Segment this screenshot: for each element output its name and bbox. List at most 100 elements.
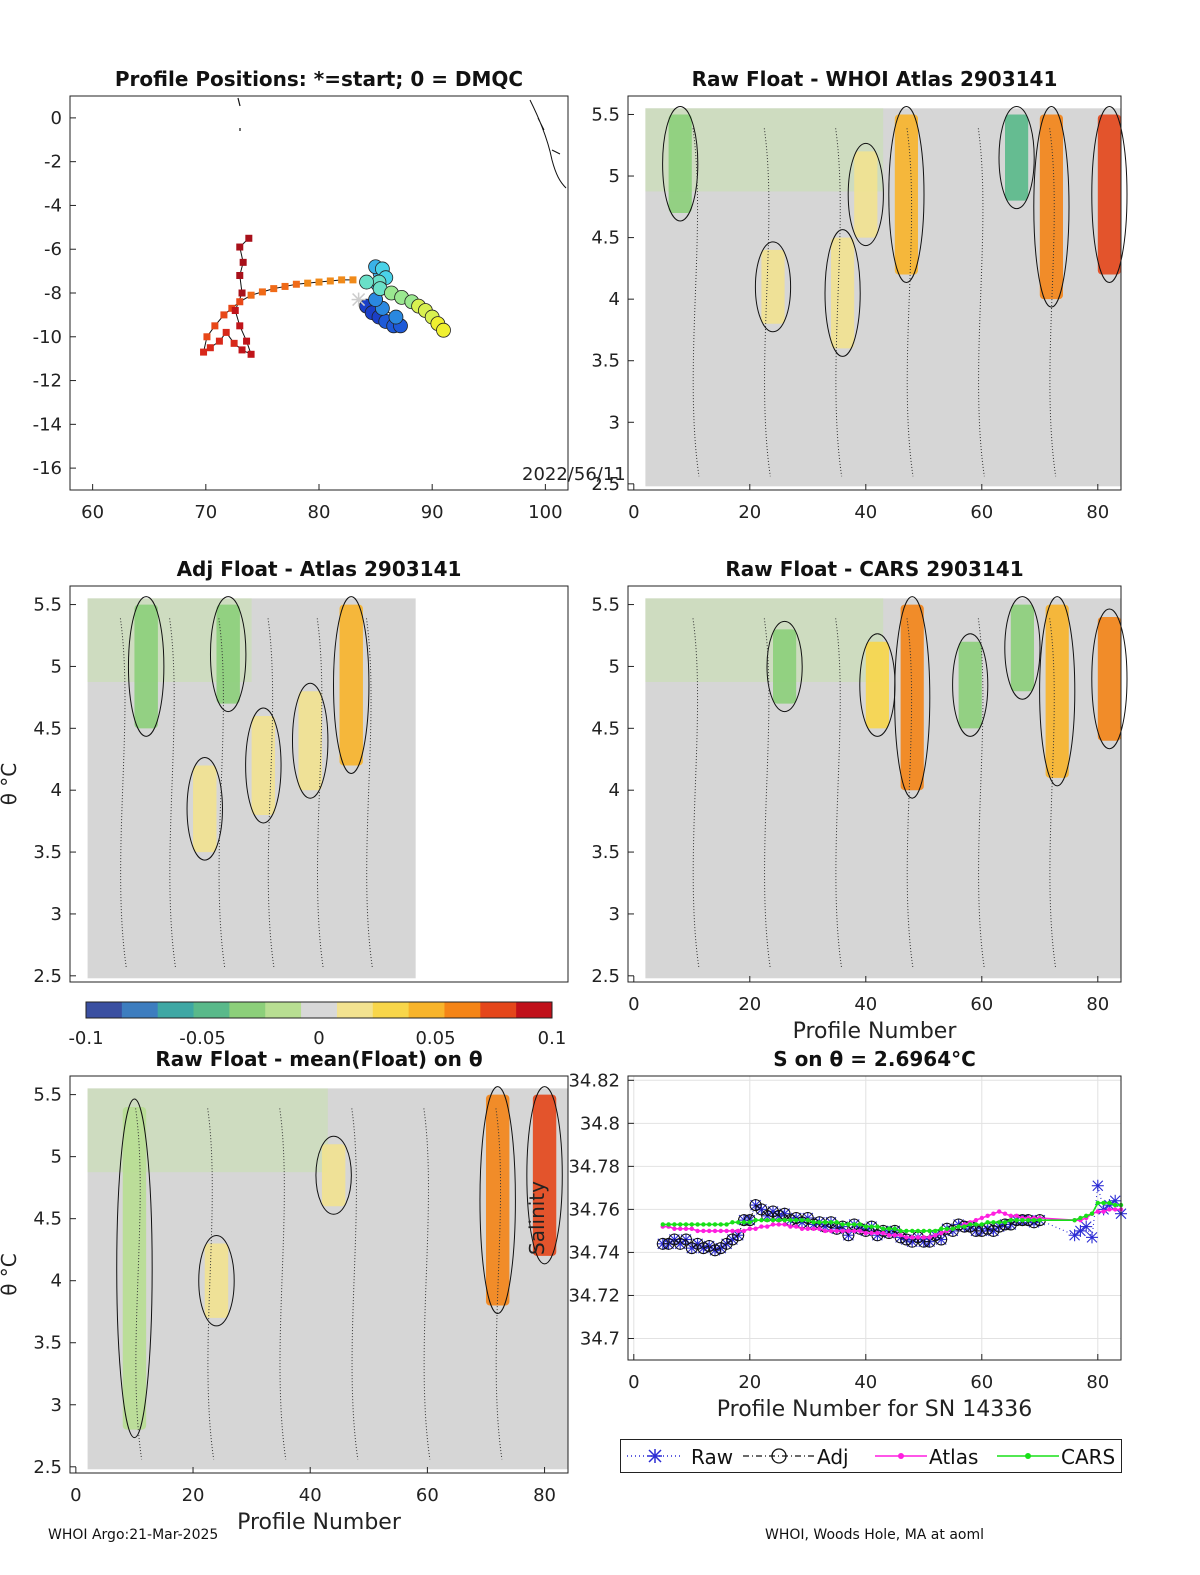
x-tick-label: 60 <box>970 502 993 523</box>
x-tick-label: 20 <box>182 1485 205 1506</box>
panel-title: Raw Float - CARS 2903141 <box>725 557 1023 581</box>
cars-point <box>1107 1200 1112 1206</box>
profile-marker <box>236 271 244 279</box>
y-tick-label: 2.5 <box>591 966 620 987</box>
cars-point <box>904 1228 909 1234</box>
cars-point <box>776 1217 781 1223</box>
anomaly-band <box>865 641 889 729</box>
y-tick-label: 2.5 <box>591 474 620 495</box>
atlas-point <box>933 1233 938 1238</box>
atlas-point <box>892 1233 897 1238</box>
cars-point <box>869 1224 874 1229</box>
atlas-point <box>741 1228 747 1234</box>
raw-point <box>1091 1179 1104 1192</box>
profile-marker <box>215 337 223 345</box>
cars-point <box>973 1222 979 1227</box>
map-annotation: 2022/56/11 <box>522 464 626 485</box>
y-tick-label: 4 <box>609 780 620 801</box>
anomaly-band <box>1045 604 1069 778</box>
cars-point <box>875 1224 880 1229</box>
atlas-point <box>707 1228 712 1234</box>
colorbar-tick-label: 0.1 <box>538 1028 567 1049</box>
anomaly-contour <box>952 633 989 737</box>
y-tick-label: 4.5 <box>591 228 620 249</box>
cars-point <box>724 1222 729 1227</box>
cars-point <box>701 1222 706 1227</box>
cars-point <box>857 1222 863 1227</box>
profile-marker <box>236 243 244 251</box>
anomaly-band <box>1097 616 1121 741</box>
cars-point <box>863 1224 868 1229</box>
zero-contour <box>279 1108 287 1460</box>
x-tick-label: 40 <box>854 1372 877 1393</box>
raw-point <box>674 1237 687 1250</box>
atlas-point <box>863 1230 868 1236</box>
y-tick-label: 5.5 <box>33 1085 62 1106</box>
colorbar-frame <box>85 1001 553 1019</box>
anomaly-band <box>1010 604 1034 692</box>
profile-marker <box>243 337 251 345</box>
anomaly-contour <box>1004 596 1041 700</box>
raw-mean-panel: Raw Float - mean(Float) on θ 2.5 3 3.5 4 4.5 5… <box>0 1047 569 1535</box>
cars-point <box>799 1217 805 1223</box>
legend-label-raw: Raw <box>691 1445 734 1469</box>
cars-point <box>944 1226 950 1231</box>
cars-point <box>782 1217 787 1223</box>
anomaly-band <box>298 691 322 791</box>
colorbar-swatch <box>444 1002 481 1018</box>
y-tick-label: 2.5 <box>33 966 62 987</box>
cars-point <box>823 1220 828 1225</box>
atlas-point <box>840 1228 845 1234</box>
y-tick-label: 4 <box>51 780 62 801</box>
colorbar-swatch <box>265 1002 302 1018</box>
adj-point <box>656 1237 669 1250</box>
atlas-point <box>921 1235 926 1240</box>
profile-marker <box>338 276 346 284</box>
raw-point <box>1080 1220 1093 1233</box>
cars-point <box>712 1222 718 1227</box>
salinity-panel: S on θ = 2.6964°C 34.7 34.72 34.74 34.76 34.7… <box>525 1047 1127 1422</box>
y-tick-label: 0 <box>51 108 62 129</box>
dmqc-profile-marker <box>359 274 374 290</box>
anomaly-band <box>122 1107 147 1430</box>
cars-point <box>695 1222 700 1227</box>
atlas-point <box>1113 1207 1118 1212</box>
x-tick-label: 0 <box>628 1372 639 1393</box>
atlas-point <box>973 1217 979 1223</box>
cars-point <box>1014 1217 1019 1223</box>
cars-point <box>956 1224 961 1229</box>
x-tick-label: 100 <box>528 502 562 523</box>
x-tick-label: 80 <box>1086 1372 1109 1393</box>
anomaly-band <box>204 1243 229 1318</box>
cars-point <box>852 1222 857 1227</box>
y-tick-label: 4.5 <box>33 718 62 739</box>
x-tick-label: 90 <box>421 502 444 523</box>
zero-contour <box>906 618 914 969</box>
cars-point <box>1020 1217 1025 1223</box>
y-tick-label: -14 <box>33 414 62 435</box>
colorbar-swatch <box>336 1002 374 1018</box>
y-tick-label: 5.5 <box>591 104 620 125</box>
adj-point <box>680 1233 692 1246</box>
profile-marker <box>292 280 300 288</box>
anomaly-band <box>321 1144 346 1207</box>
colorbar-tick-label: -0.1 <box>68 1028 103 1049</box>
cars-point <box>1072 1217 1077 1223</box>
atlas-point <box>672 1226 677 1231</box>
atlas-point <box>823 1228 828 1234</box>
y-tick-label: 3 <box>609 904 620 925</box>
zero-contour <box>906 128 914 477</box>
anomaly-contour <box>1039 596 1076 787</box>
cars-point <box>1101 1200 1106 1206</box>
anomaly-contour <box>245 707 282 824</box>
atlas-point <box>712 1228 718 1234</box>
cars-point <box>672 1222 677 1227</box>
profile-marker <box>230 339 238 347</box>
profile-marker <box>236 322 244 330</box>
zero-contour <box>267 618 275 969</box>
cars-point <box>921 1228 926 1234</box>
x-tick-label: 60 <box>416 1485 439 1506</box>
anomaly-band <box>1005 114 1029 201</box>
anomaly-contour <box>1033 105 1070 308</box>
